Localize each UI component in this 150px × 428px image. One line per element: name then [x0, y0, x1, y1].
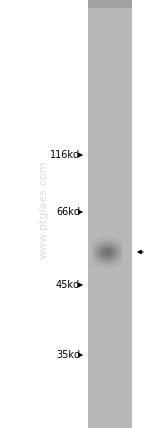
Text: 66kd: 66kd [56, 207, 80, 217]
Text: www.ptglaes.com: www.ptglaes.com [39, 161, 49, 259]
Text: 45kd: 45kd [56, 280, 80, 290]
Text: 35kd: 35kd [56, 350, 80, 360]
Text: 116kd: 116kd [50, 150, 80, 160]
Bar [88, 0, 132, 428]
Bar [88, 0, 132, 8]
